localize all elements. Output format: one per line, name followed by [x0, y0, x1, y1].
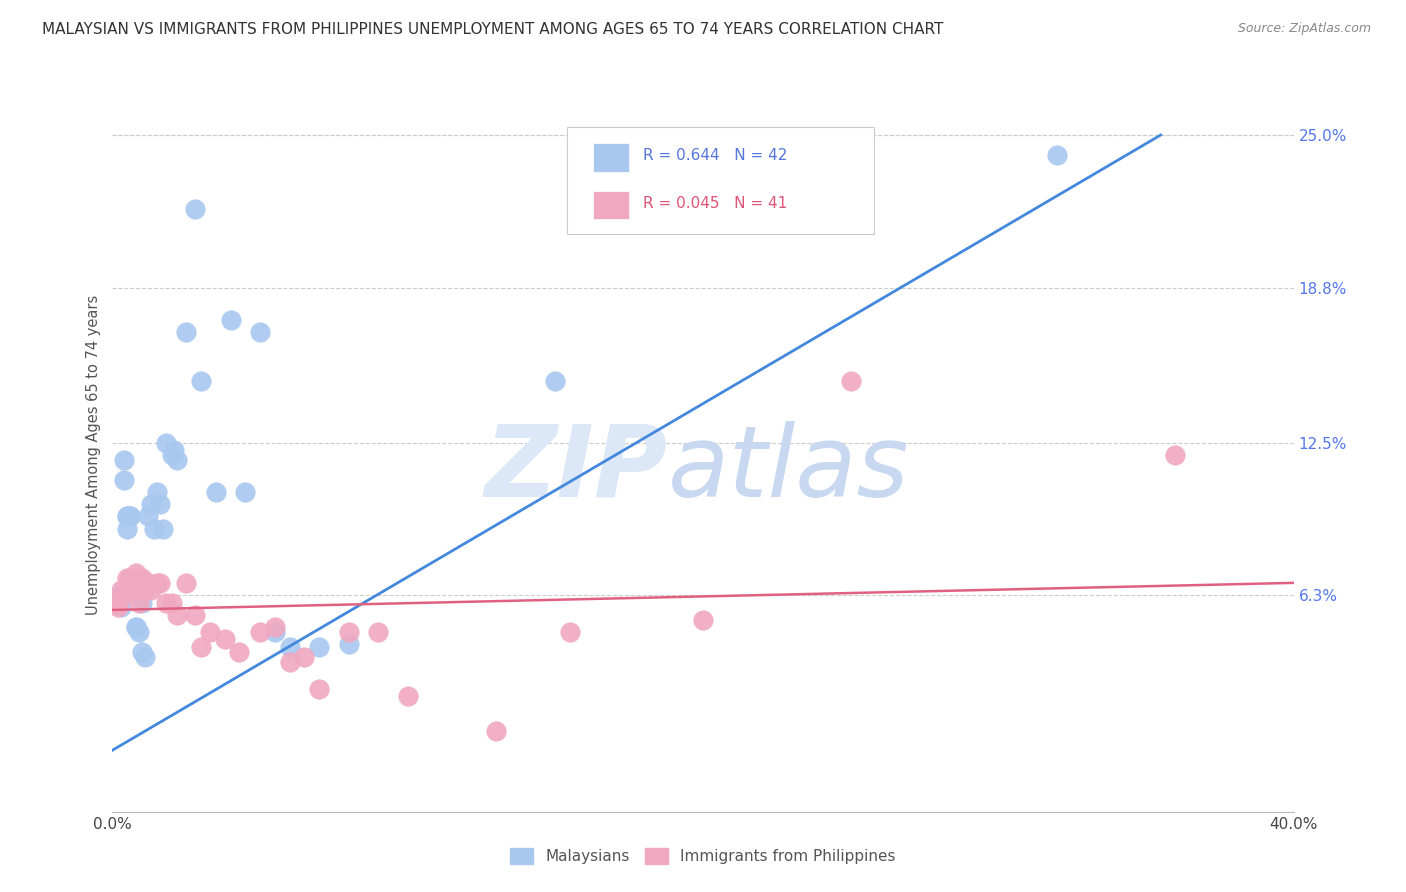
Point: [142, 522, 165, 536]
Point: [396, 689, 419, 703]
Point: [264, 620, 287, 634]
Point: [278, 640, 301, 654]
Point: [337, 637, 360, 651]
Point: [125, 620, 148, 634]
Point: [125, 566, 148, 580]
Point: [110, 600, 132, 615]
Point: [128, 596, 150, 610]
Point: [1164, 448, 1187, 462]
Point: [184, 607, 207, 622]
Point: [120, 583, 142, 598]
Point: [558, 625, 582, 640]
Point: [174, 575, 197, 590]
Point: [198, 625, 221, 640]
Point: [308, 681, 330, 696]
Point: [117, 571, 138, 585]
Point: [136, 575, 159, 590]
Point: [139, 583, 162, 598]
Point: [131, 571, 153, 585]
Point: [120, 571, 142, 585]
Point: [544, 374, 567, 388]
Point: [367, 625, 389, 640]
Point: [174, 325, 197, 339]
Point: [110, 588, 132, 602]
Point: [117, 509, 138, 524]
Point: [264, 625, 287, 640]
Point: [125, 620, 148, 634]
Point: [166, 607, 188, 622]
Text: Source: ZipAtlas.com: Source: ZipAtlas.com: [1237, 22, 1371, 36]
Point: [136, 509, 159, 524]
Point: [117, 509, 138, 524]
Point: [249, 325, 271, 339]
Point: [122, 583, 145, 598]
Point: [152, 522, 174, 536]
Point: [278, 655, 301, 669]
Point: [112, 588, 135, 602]
Point: [160, 596, 183, 610]
Text: R = 0.644   N = 42: R = 0.644 N = 42: [643, 148, 787, 162]
Point: [692, 613, 714, 627]
Point: [166, 453, 188, 467]
Point: [149, 497, 172, 511]
Point: [228, 645, 250, 659]
Point: [146, 484, 169, 499]
Point: [149, 575, 172, 590]
Point: [292, 649, 315, 664]
Point: [131, 583, 153, 598]
Point: [219, 312, 242, 326]
Point: [120, 509, 142, 524]
Point: [110, 583, 132, 598]
Text: MALAYSIAN VS IMMIGRANTS FROM PHILIPPINES UNEMPLOYMENT AMONG AGES 65 TO 74 YEARS : MALAYSIAN VS IMMIGRANTS FROM PHILIPPINES…: [42, 22, 943, 37]
Point: [125, 575, 148, 590]
Point: [122, 583, 145, 598]
Point: [214, 632, 236, 647]
FancyBboxPatch shape: [567, 127, 875, 234]
Point: [308, 640, 330, 654]
Point: [128, 625, 150, 640]
Point: [122, 583, 145, 598]
Point: [163, 442, 186, 457]
Point: [337, 625, 360, 640]
Point: [134, 583, 156, 598]
Point: [249, 625, 271, 640]
Legend: Malaysians, Immigrants from Philippines: Malaysians, Immigrants from Philippines: [503, 840, 903, 871]
Point: [112, 473, 135, 487]
Point: [131, 645, 153, 659]
Text: atlas: atlas: [668, 421, 910, 517]
Point: [205, 484, 228, 499]
Point: [107, 600, 129, 615]
Text: R = 0.045   N = 41: R = 0.045 N = 41: [643, 195, 787, 211]
Point: [485, 723, 508, 738]
Text: ZIP: ZIP: [485, 421, 668, 517]
Point: [839, 374, 862, 388]
Point: [1046, 147, 1069, 161]
Point: [104, 596, 127, 610]
Point: [139, 497, 162, 511]
Point: [104, 596, 127, 610]
Point: [117, 522, 138, 536]
Y-axis label: Unemployment Among Ages 65 to 74 years: Unemployment Among Ages 65 to 74 years: [86, 294, 101, 615]
Point: [134, 649, 156, 664]
Bar: [593, 143, 628, 171]
Point: [107, 596, 129, 610]
Point: [117, 583, 138, 598]
Point: [120, 509, 142, 524]
Point: [131, 596, 153, 610]
Point: [155, 435, 177, 450]
Point: [184, 202, 207, 216]
Bar: [593, 191, 628, 219]
Point: [112, 453, 135, 467]
Point: [190, 640, 212, 654]
Point: [155, 596, 177, 610]
Point: [190, 374, 212, 388]
Point: [233, 484, 256, 499]
Point: [146, 575, 169, 590]
Point: [160, 448, 183, 462]
